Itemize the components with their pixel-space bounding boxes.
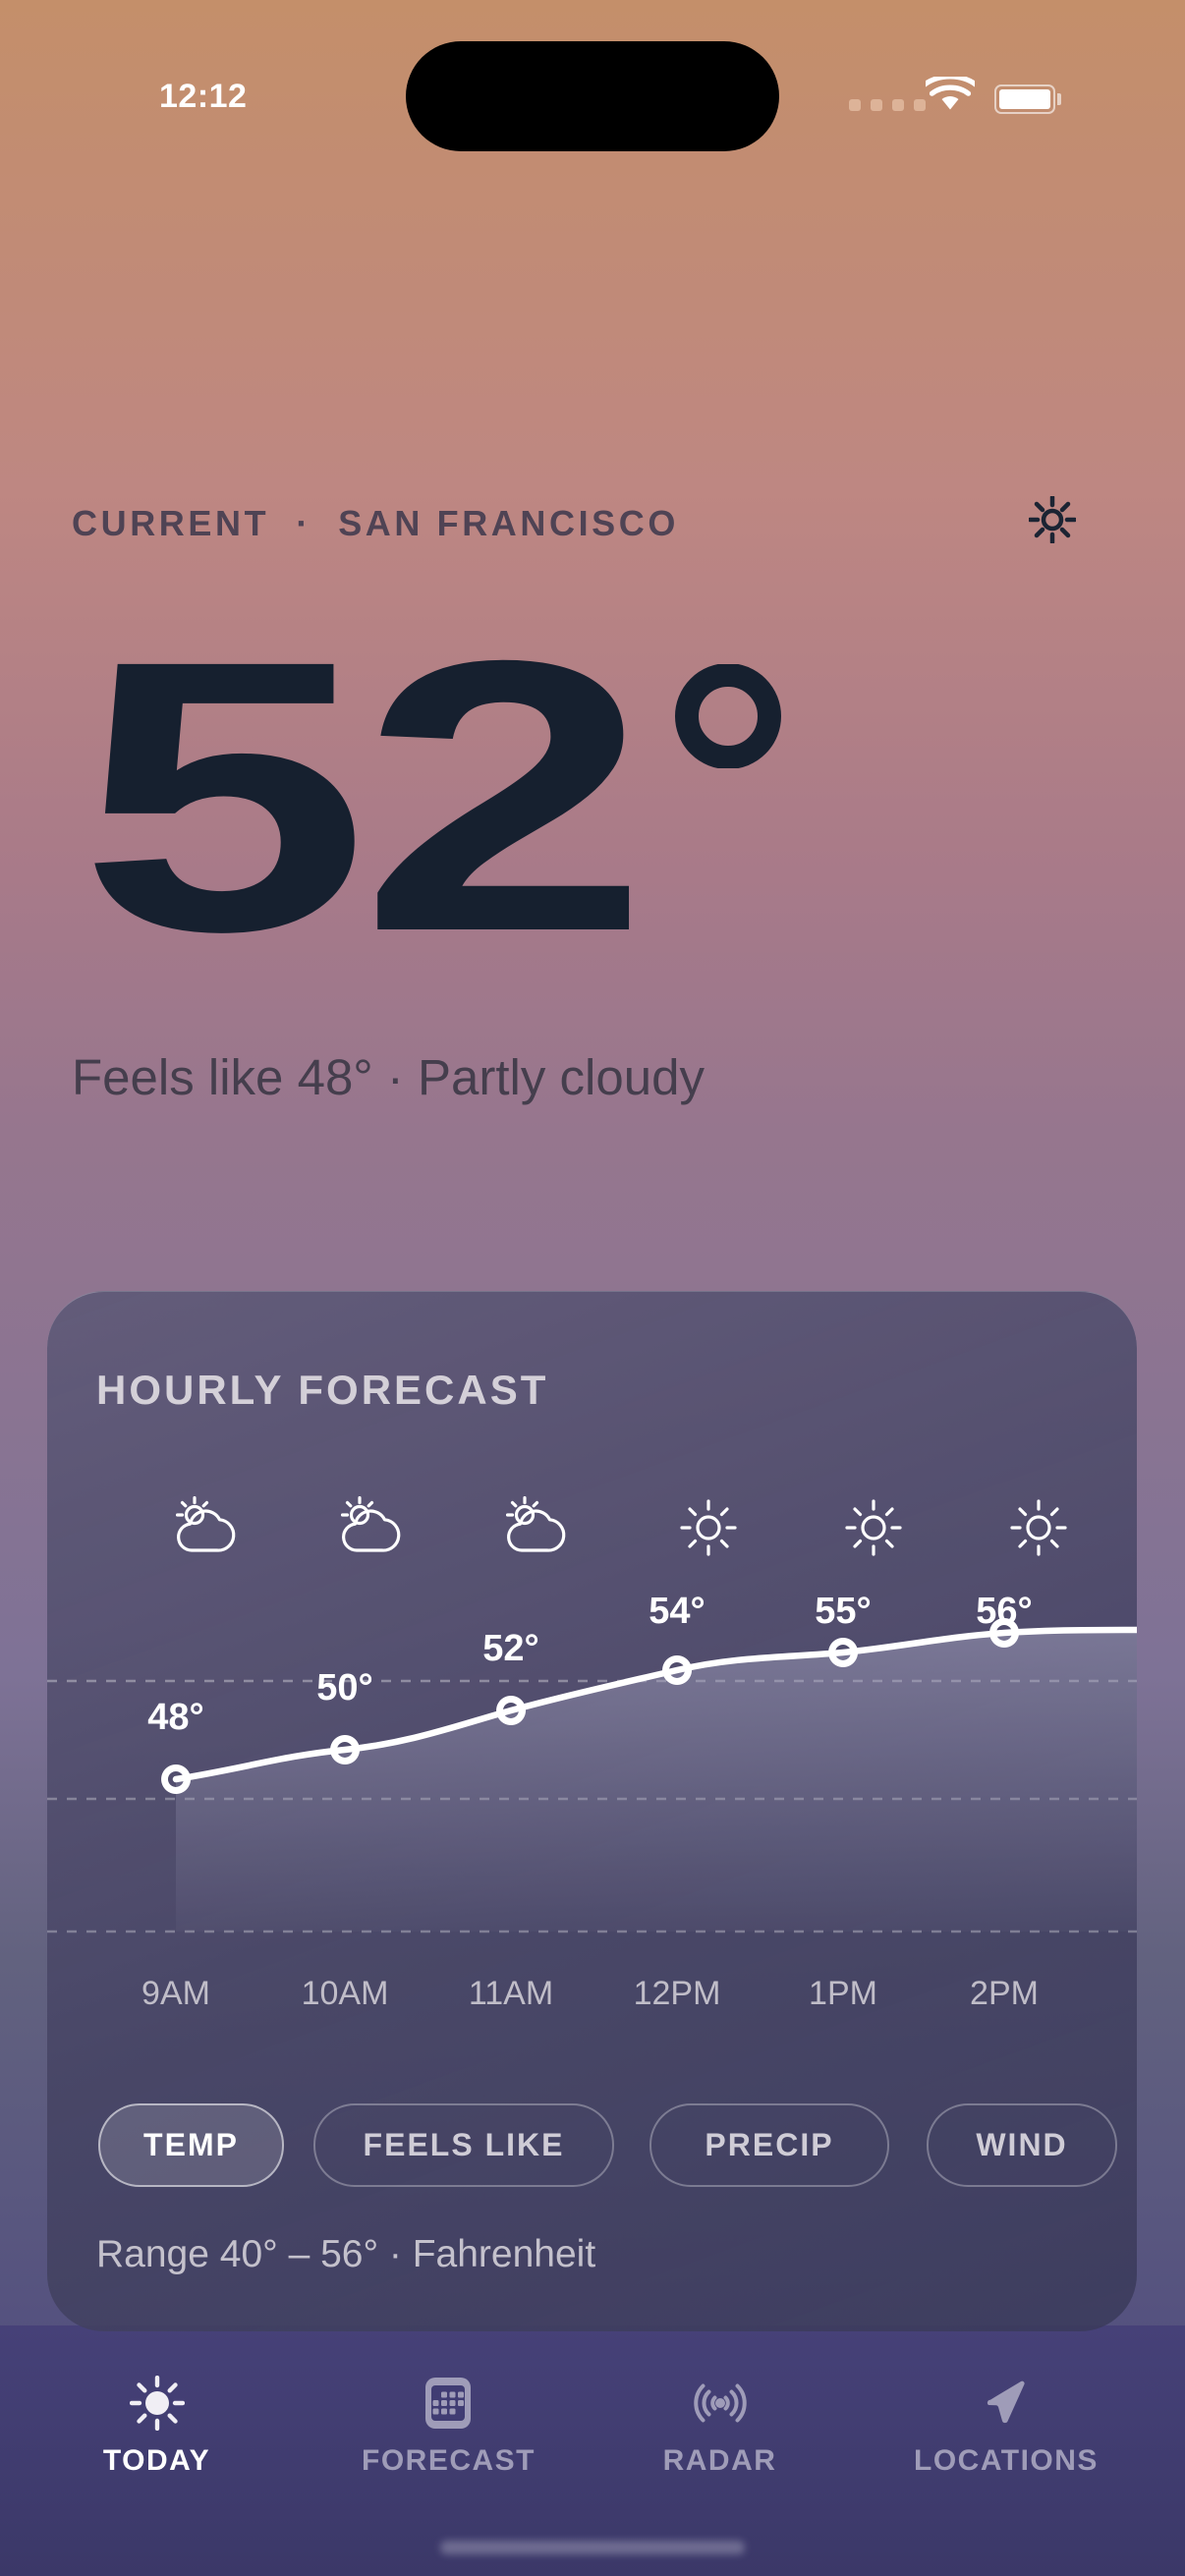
svg-text:50°: 50° — [316, 1667, 372, 1708]
svg-text:55°: 55° — [815, 1591, 871, 1632]
svg-text:54°: 54° — [649, 1591, 705, 1632]
svg-text:52°: 52° — [482, 1628, 538, 1669]
svg-text:56°: 56° — [976, 1591, 1032, 1632]
svg-text:48°: 48° — [147, 1697, 203, 1738]
